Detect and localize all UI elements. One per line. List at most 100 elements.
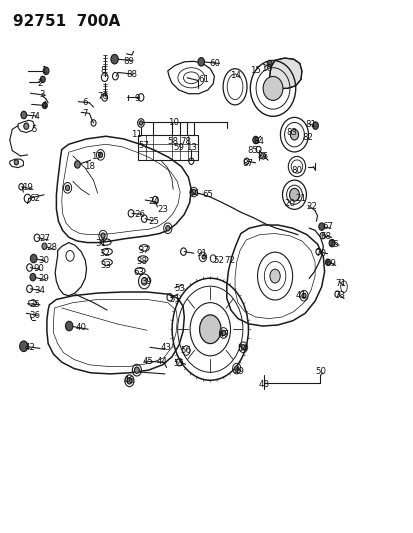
Text: 9: 9	[134, 94, 139, 103]
Text: 46: 46	[123, 376, 134, 385]
Text: 17: 17	[91, 152, 102, 161]
Circle shape	[289, 188, 299, 201]
Text: 78: 78	[180, 136, 190, 146]
Text: 31: 31	[95, 239, 106, 248]
Text: 34: 34	[34, 286, 45, 295]
Text: 10: 10	[167, 118, 178, 127]
Circle shape	[127, 377, 132, 384]
Text: 63: 63	[133, 269, 144, 277]
Text: 76: 76	[97, 92, 108, 101]
Text: 86: 86	[256, 152, 268, 161]
Text: 55: 55	[173, 359, 184, 368]
Text: 16: 16	[261, 64, 272, 73]
Circle shape	[101, 233, 105, 238]
Text: 91: 91	[196, 249, 207, 258]
Text: 73: 73	[334, 291, 344, 300]
Text: 58: 58	[167, 136, 178, 146]
Text: 82: 82	[302, 133, 313, 142]
Text: 22: 22	[306, 203, 317, 212]
Circle shape	[290, 130, 298, 140]
Text: 48: 48	[258, 380, 269, 389]
Text: 29: 29	[38, 273, 49, 282]
Text: 20: 20	[283, 199, 294, 208]
Text: 54: 54	[237, 344, 248, 353]
Text: 87: 87	[241, 159, 252, 168]
Text: 13: 13	[185, 143, 196, 152]
Circle shape	[111, 54, 118, 64]
Text: 30: 30	[38, 256, 50, 264]
Text: 85: 85	[247, 146, 258, 155]
Text: 24: 24	[148, 197, 159, 206]
Text: 36: 36	[29, 311, 40, 320]
Text: 25: 25	[148, 217, 159, 226]
Text: 19: 19	[22, 183, 33, 192]
Text: 6: 6	[82, 98, 88, 107]
Circle shape	[40, 76, 45, 83]
Text: 14: 14	[230, 70, 241, 79]
Circle shape	[141, 278, 147, 285]
Text: 80: 80	[291, 166, 302, 175]
Polygon shape	[269, 58, 301, 88]
Text: 51: 51	[169, 295, 180, 304]
Circle shape	[24, 123, 28, 130]
Text: 62: 62	[29, 194, 40, 203]
Circle shape	[20, 341, 28, 352]
Circle shape	[74, 161, 80, 168]
Text: 50: 50	[314, 367, 325, 376]
Text: 15: 15	[249, 67, 261, 75]
Circle shape	[139, 121, 142, 125]
Text: 44: 44	[157, 357, 168, 366]
Text: 83: 83	[285, 128, 297, 137]
Circle shape	[134, 367, 139, 373]
Circle shape	[165, 225, 169, 231]
Text: 65: 65	[202, 190, 213, 199]
Text: 90: 90	[33, 264, 44, 273]
Text: 5: 5	[31, 125, 36, 134]
Text: 59: 59	[173, 143, 184, 152]
Circle shape	[98, 152, 102, 158]
Circle shape	[267, 60, 271, 67]
Text: 4: 4	[41, 101, 47, 110]
Text: 74: 74	[29, 112, 40, 121]
Text: 92751  700A: 92751 700A	[13, 14, 120, 29]
Circle shape	[65, 185, 69, 190]
Text: 26: 26	[134, 210, 145, 219]
Circle shape	[197, 58, 204, 66]
Text: 3: 3	[39, 90, 45, 99]
Text: 47: 47	[218, 330, 229, 339]
Text: 8: 8	[100, 67, 105, 75]
Text: 60: 60	[209, 59, 219, 68]
Circle shape	[65, 321, 73, 331]
Text: 72: 72	[224, 256, 235, 264]
Circle shape	[42, 243, 47, 249]
Circle shape	[241, 345, 245, 350]
Circle shape	[14, 160, 19, 165]
Text: 28: 28	[47, 243, 58, 252]
Circle shape	[202, 255, 205, 259]
Text: 40: 40	[76, 323, 86, 332]
Text: 37: 37	[138, 246, 150, 255]
Text: 43: 43	[160, 343, 171, 352]
Text: 67: 67	[321, 222, 332, 231]
Text: 27: 27	[40, 235, 51, 244]
Text: 81: 81	[305, 119, 316, 128]
Text: 69: 69	[325, 260, 335, 268]
Text: 88: 88	[126, 70, 137, 78]
Text: 61: 61	[198, 75, 209, 84]
Text: 56: 56	[180, 346, 190, 355]
Text: 89: 89	[123, 57, 134, 66]
Text: 23: 23	[157, 205, 168, 214]
Text: 42: 42	[25, 343, 36, 352]
Text: 35: 35	[29, 300, 40, 309]
Text: 2: 2	[37, 78, 43, 87]
Text: 1: 1	[41, 67, 47, 75]
Text: 70: 70	[314, 249, 325, 258]
Text: 38: 38	[136, 257, 147, 265]
Circle shape	[301, 293, 305, 298]
Text: 32: 32	[99, 249, 110, 259]
Text: 7: 7	[82, 109, 88, 118]
Circle shape	[328, 239, 334, 247]
Ellipse shape	[269, 269, 280, 283]
Text: 53: 53	[174, 284, 185, 293]
Circle shape	[325, 259, 330, 265]
